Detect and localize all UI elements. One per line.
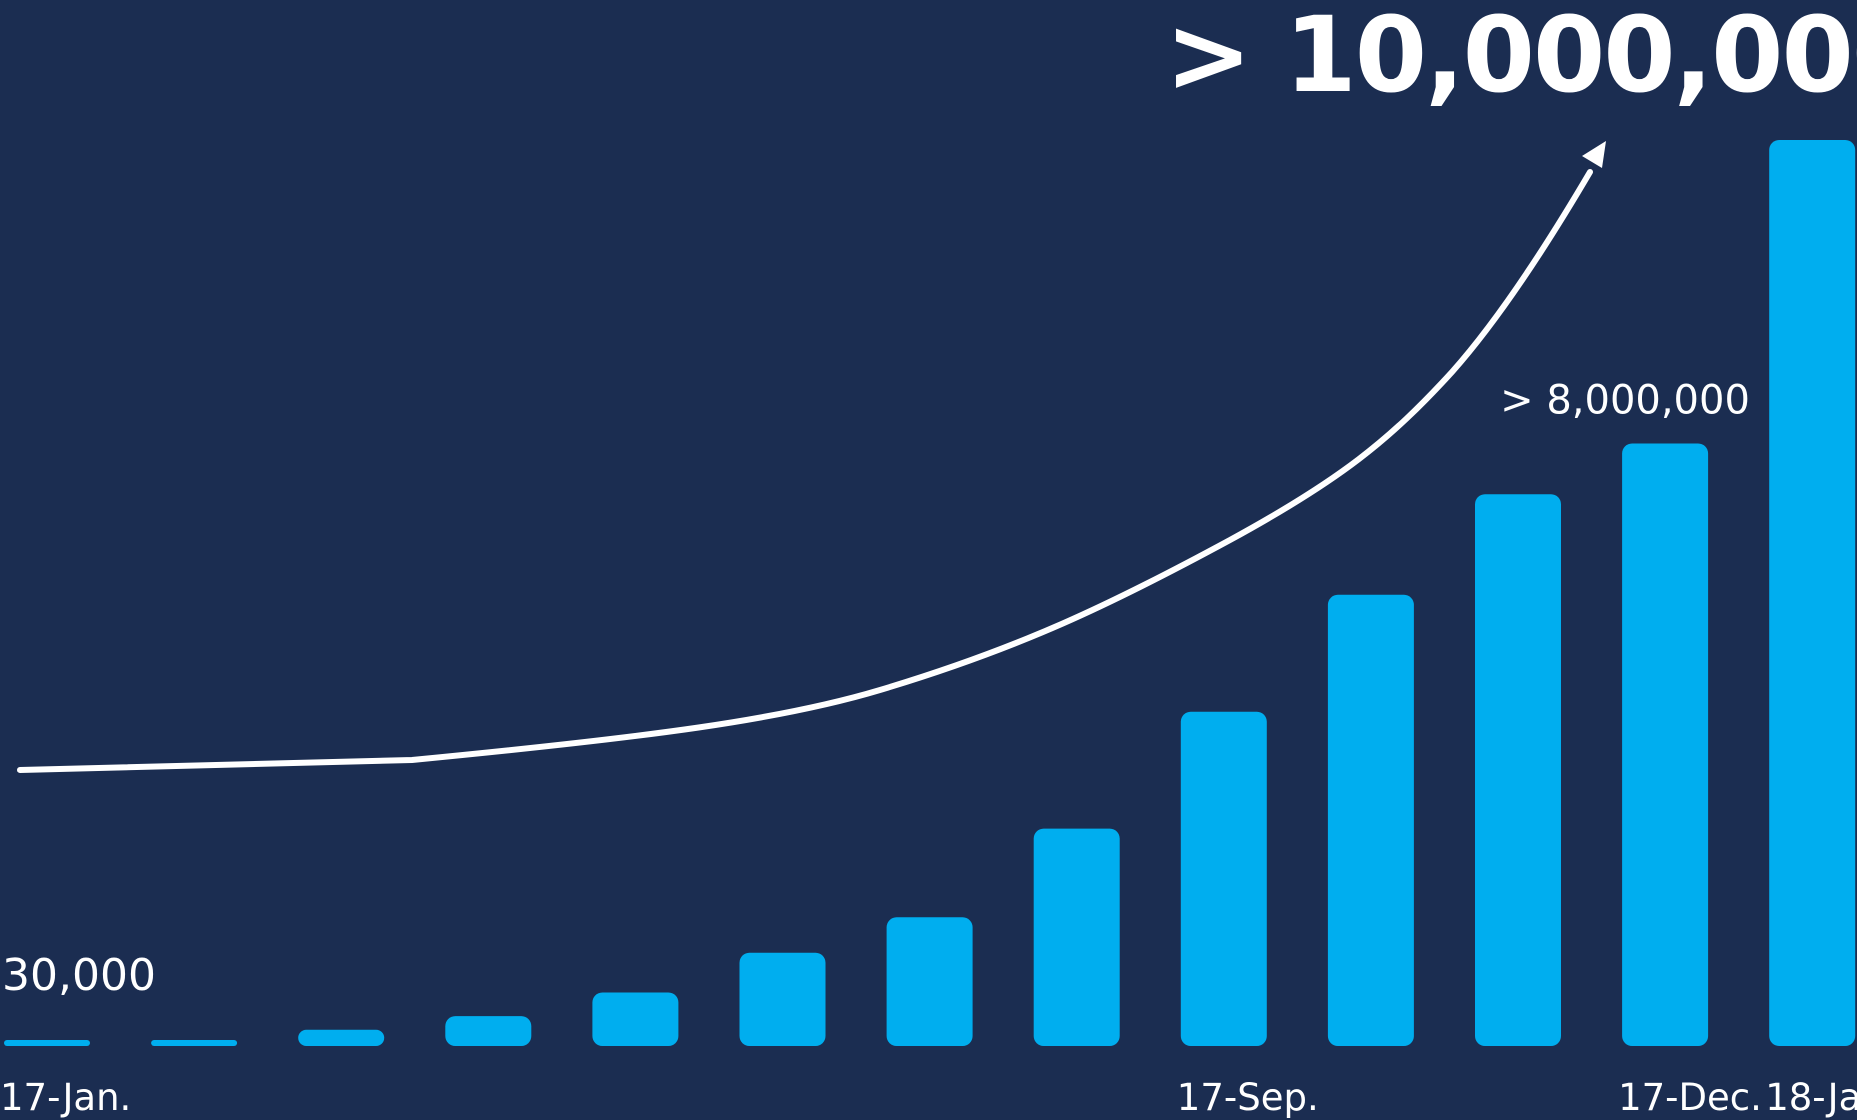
trend-arrow-head [1582, 141, 1606, 168]
x-tick-label-12: 18-Jan [1765, 1076, 1857, 1119]
bar-9 [1328, 595, 1414, 1046]
bar-2 [298, 1030, 384, 1046]
data-label-0: 30,000 [2, 950, 156, 1001]
bar-3 [445, 1016, 531, 1046]
bar-4 [592, 993, 678, 1047]
bar-0 [4, 1040, 90, 1046]
bar-1 [151, 1040, 237, 1046]
data-label-11: > 8,000,000 [1500, 378, 1750, 424]
bar-8 [1181, 712, 1267, 1046]
bar-10 [1475, 494, 1561, 1046]
x-tick-label-8: 17-Sep. [1177, 1076, 1319, 1119]
bar-5 [740, 953, 826, 1046]
bar-11 [1622, 444, 1708, 1047]
x-tick-label-0: 17-Jan. [0, 1076, 131, 1119]
bar-12 [1769, 140, 1855, 1046]
bar-7 [1034, 829, 1120, 1046]
x-tick-label-11: 17-Dec. [1618, 1076, 1762, 1119]
bar-6 [887, 917, 973, 1046]
